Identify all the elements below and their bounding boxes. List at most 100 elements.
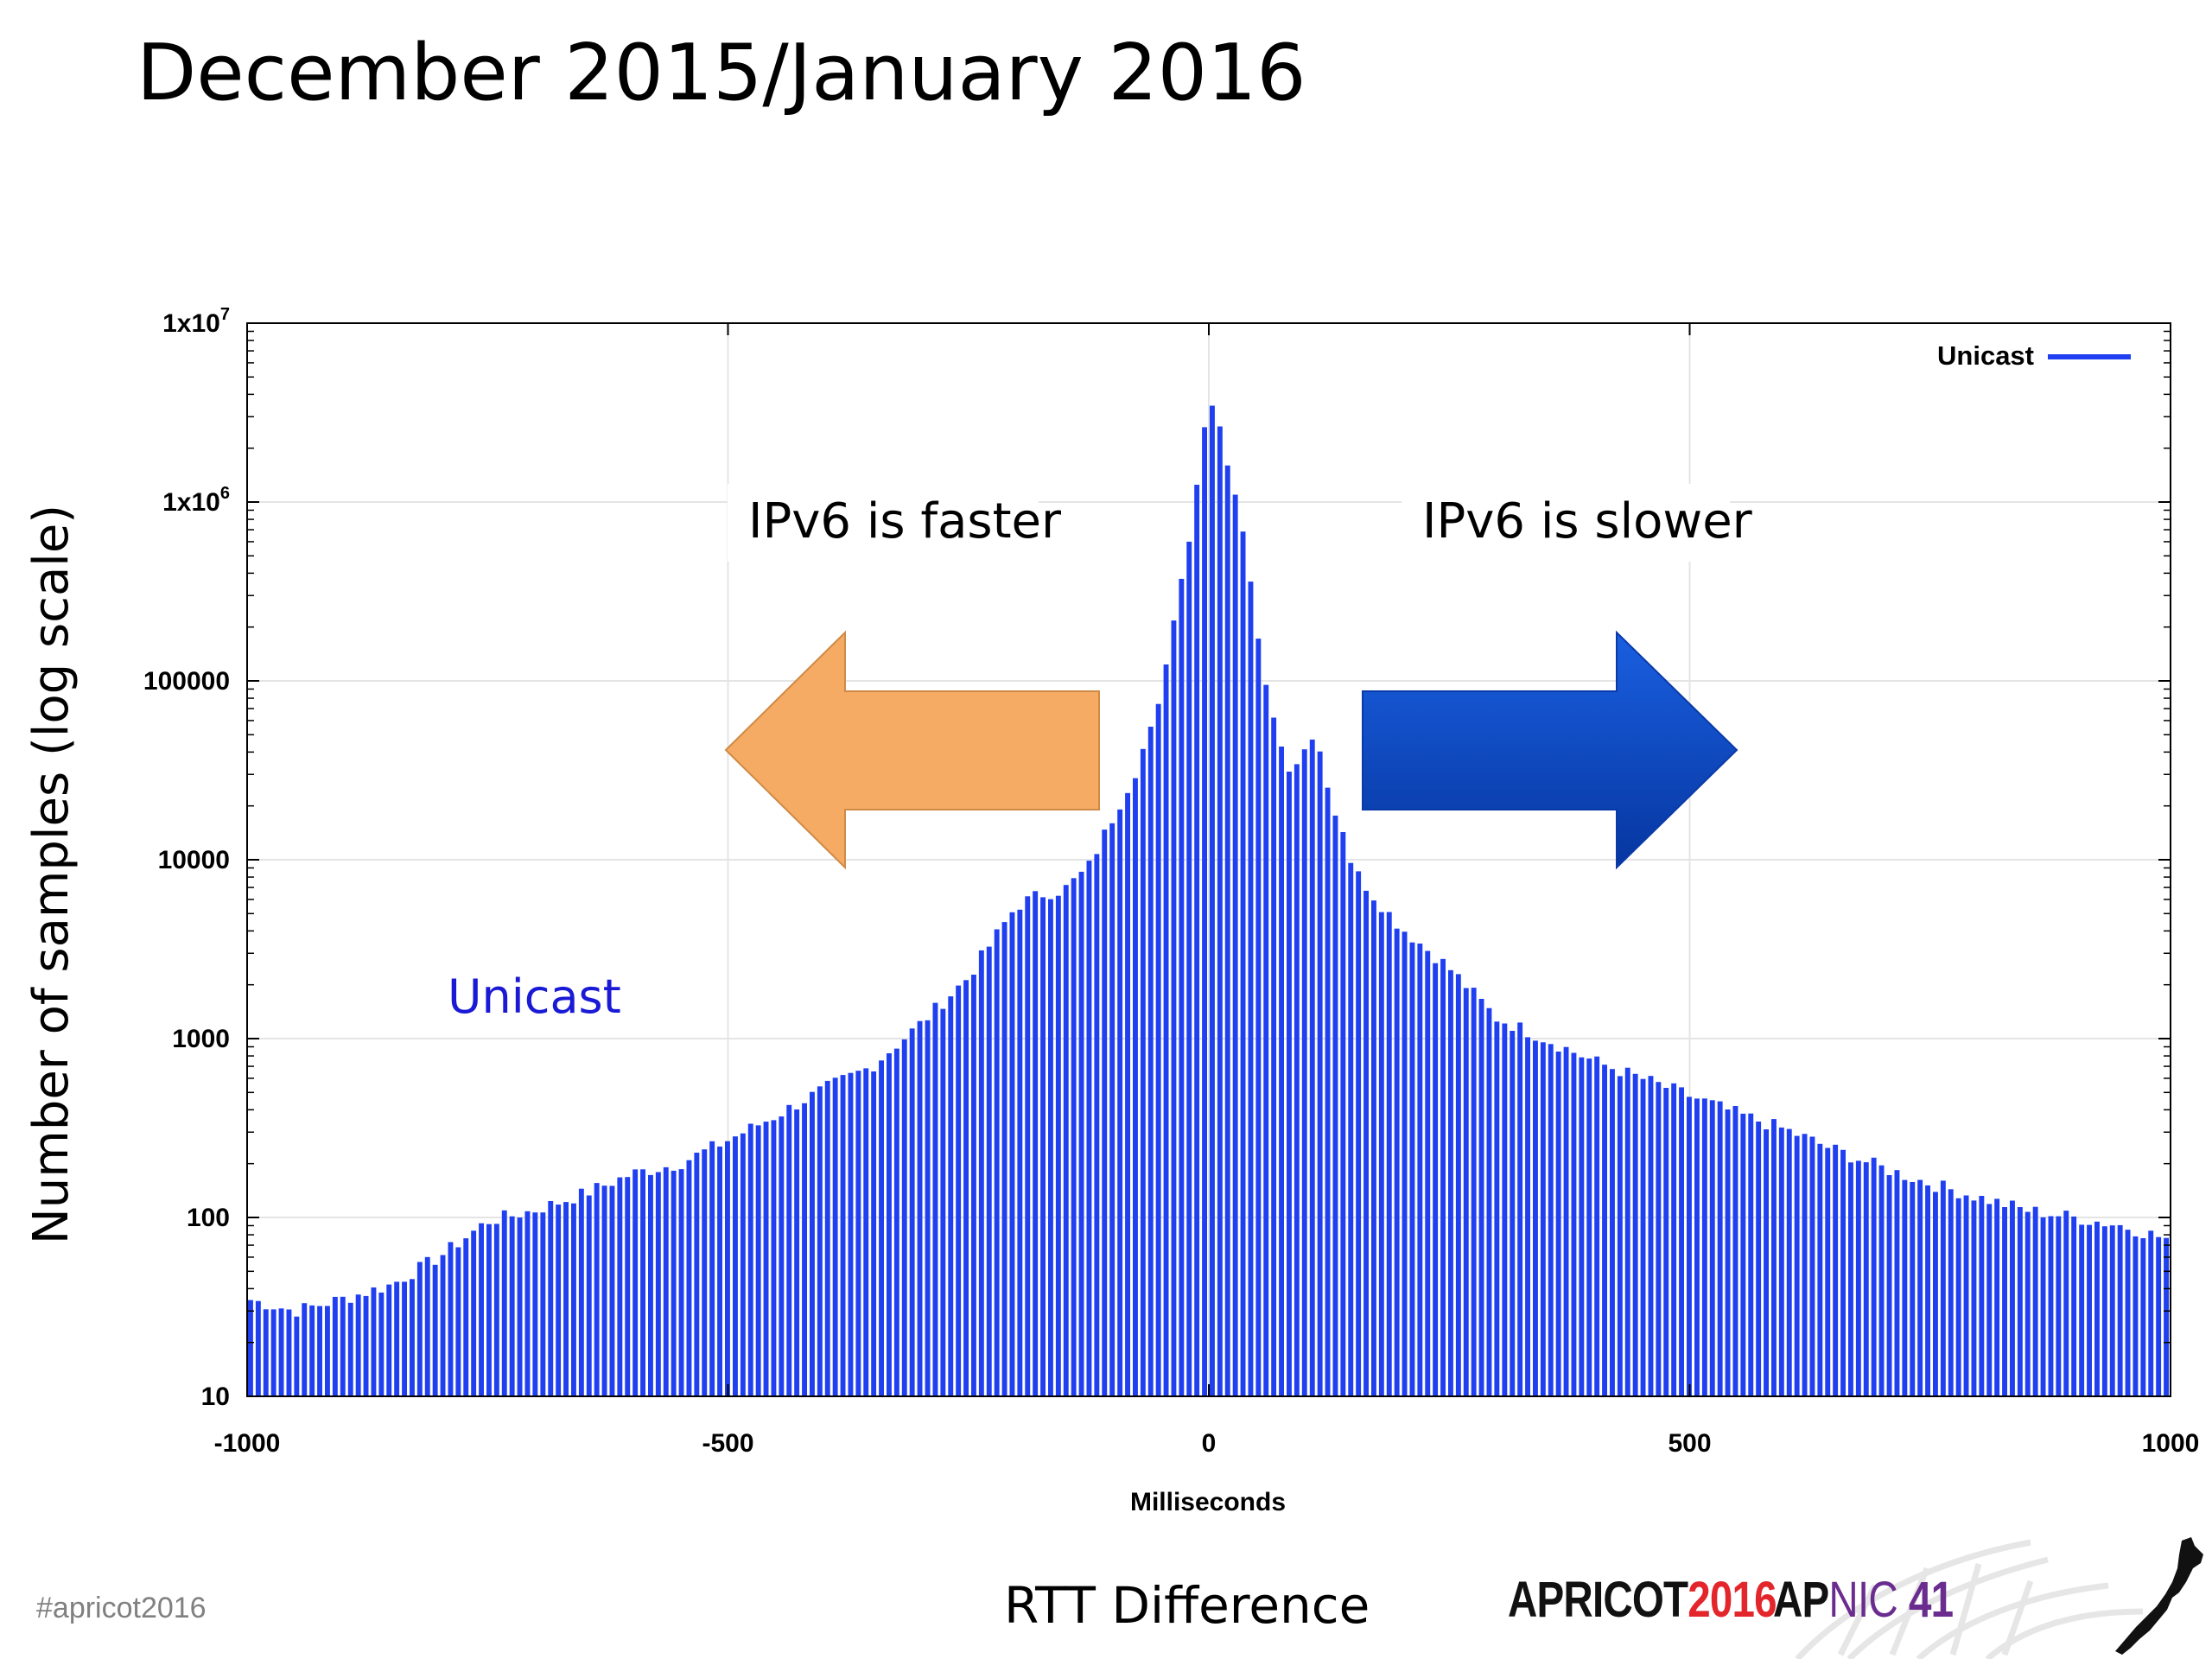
x-tick-label: -1000 xyxy=(214,1429,281,1458)
histogram-bar xyxy=(1017,909,1023,1396)
histogram-bar xyxy=(1055,895,1061,1396)
histogram-bar xyxy=(1963,1195,1969,1396)
histogram-bar xyxy=(671,1170,677,1396)
histogram-bar xyxy=(956,985,962,1396)
histogram-bar xyxy=(394,1281,400,1396)
histogram-bar xyxy=(1809,1136,1815,1396)
histogram-bar xyxy=(517,1217,523,1396)
histogram-bar xyxy=(1764,1129,1769,1396)
histogram-bar xyxy=(740,1133,746,1396)
histogram-bar xyxy=(879,1060,884,1396)
histogram-bar xyxy=(1494,1021,1500,1396)
histogram-bar xyxy=(1048,899,1053,1396)
histogram-bar xyxy=(1394,928,1400,1396)
histogram-bar xyxy=(486,1224,492,1396)
histogram-bar xyxy=(1471,988,1477,1396)
histogram-bar xyxy=(893,1048,899,1396)
histogram-bar xyxy=(1309,739,1315,1396)
histogram-bar xyxy=(416,1262,423,1396)
histogram-bar xyxy=(1917,1179,1923,1396)
histogram-bar xyxy=(747,1123,753,1396)
histogram-bar xyxy=(1279,747,1284,1396)
apricot-logo-word: APRICOT xyxy=(1508,1572,1688,1628)
histogram-bar xyxy=(1555,1052,1561,1396)
histogram-bar xyxy=(1971,1200,1977,1396)
histogram-bar xyxy=(270,1309,276,1396)
histogram-bar xyxy=(1540,1042,1546,1396)
histogram-bar xyxy=(2087,1224,2092,1396)
histogram-bar xyxy=(771,1120,777,1396)
histogram-bar xyxy=(925,1020,931,1396)
histogram-bar xyxy=(1602,1065,1607,1396)
histogram-bar xyxy=(940,1008,946,1396)
histogram-bar xyxy=(1371,900,1376,1396)
histogram-bar xyxy=(2133,1236,2139,1396)
histogram-bar xyxy=(2109,1225,2115,1396)
histogram-bar xyxy=(1817,1143,1823,1396)
histogram-bar xyxy=(1694,1098,1700,1396)
histogram-bar xyxy=(540,1212,546,1396)
slide-title: December 2015/January 2016 xyxy=(137,28,1306,118)
y-tick-label: 1x106 xyxy=(162,484,230,517)
y-tick-label-base: 10 xyxy=(201,1382,230,1411)
unicast-annotation: Unicast xyxy=(448,969,621,1024)
histogram-bar xyxy=(355,1294,361,1396)
y-tick-label-base: 1x10 xyxy=(162,488,220,517)
histogram-bar xyxy=(725,1141,730,1396)
x-tick-label: -500 xyxy=(702,1429,753,1458)
histogram-bar xyxy=(1732,1106,1738,1396)
y-tick-label-base: 10000 xyxy=(158,846,230,874)
histogram-bar xyxy=(263,1309,269,1396)
y-tick-label: 10 xyxy=(201,1382,230,1411)
histogram-bar xyxy=(1940,1180,1946,1396)
histogram-bar xyxy=(1486,1007,1492,1396)
histogram-bar xyxy=(325,1306,330,1396)
histogram-bar xyxy=(1748,1113,1754,1396)
histogram-bar xyxy=(347,1302,353,1396)
histogram-bar xyxy=(2063,1211,2069,1396)
histogram-bar xyxy=(640,1169,645,1396)
histogram-bar xyxy=(2040,1217,2046,1396)
histogram-bar xyxy=(855,1071,861,1396)
histogram-bar xyxy=(1632,1073,1638,1396)
y-axis-label: Number of samples (log scale) xyxy=(23,505,79,1244)
histogram-bar xyxy=(1440,958,1446,1396)
histogram-bar xyxy=(686,1160,692,1396)
histogram-bar xyxy=(524,1211,531,1396)
histogram-bar xyxy=(2024,1211,2031,1396)
histogram-bar xyxy=(1202,427,1207,1396)
histogram-bar xyxy=(1363,890,1369,1396)
histogram-bar xyxy=(548,1201,554,1396)
histogram-bar xyxy=(1455,974,1461,1396)
histogram-bar xyxy=(1756,1122,1762,1396)
apnic-logo-num: 41 xyxy=(1909,1572,1954,1628)
histogram-bar xyxy=(2048,1216,2054,1396)
histogram-bar xyxy=(2094,1221,2100,1396)
unicast-label-bg xyxy=(427,957,677,1035)
histogram-bar xyxy=(1878,1165,1885,1396)
fern-watermark-icon xyxy=(1795,1537,2203,1659)
y-tick-label-base: 1000 xyxy=(172,1025,230,1053)
histogram-bar xyxy=(1294,764,1300,1396)
histogram-bar xyxy=(1025,896,1031,1396)
y-tick-label-base: 100 xyxy=(187,1204,230,1232)
histogram-bar xyxy=(2117,1224,2123,1396)
legend-label: Unicast xyxy=(1937,340,2034,371)
histogram-bar xyxy=(278,1308,284,1396)
histogram-bar xyxy=(1610,1069,1615,1396)
histogram-bar xyxy=(1709,1100,1715,1396)
histogram-bar xyxy=(455,1247,461,1396)
histogram-bar xyxy=(2156,1236,2162,1396)
histogram-bar xyxy=(2017,1207,2023,1396)
y-tick-label: 100 xyxy=(187,1204,230,1232)
histogram-bars xyxy=(248,405,2169,1397)
histogram-bar xyxy=(948,996,954,1396)
histogram-bar xyxy=(378,1292,385,1396)
histogram-bar xyxy=(2056,1216,2062,1396)
histogram-bar xyxy=(840,1075,846,1396)
histogram-bar xyxy=(1325,787,1331,1396)
histogram-bar xyxy=(1701,1098,1707,1396)
histogram-bar xyxy=(2140,1238,2146,1396)
histogram-bar xyxy=(1663,1088,1669,1396)
histogram-bar xyxy=(1140,748,1146,1396)
